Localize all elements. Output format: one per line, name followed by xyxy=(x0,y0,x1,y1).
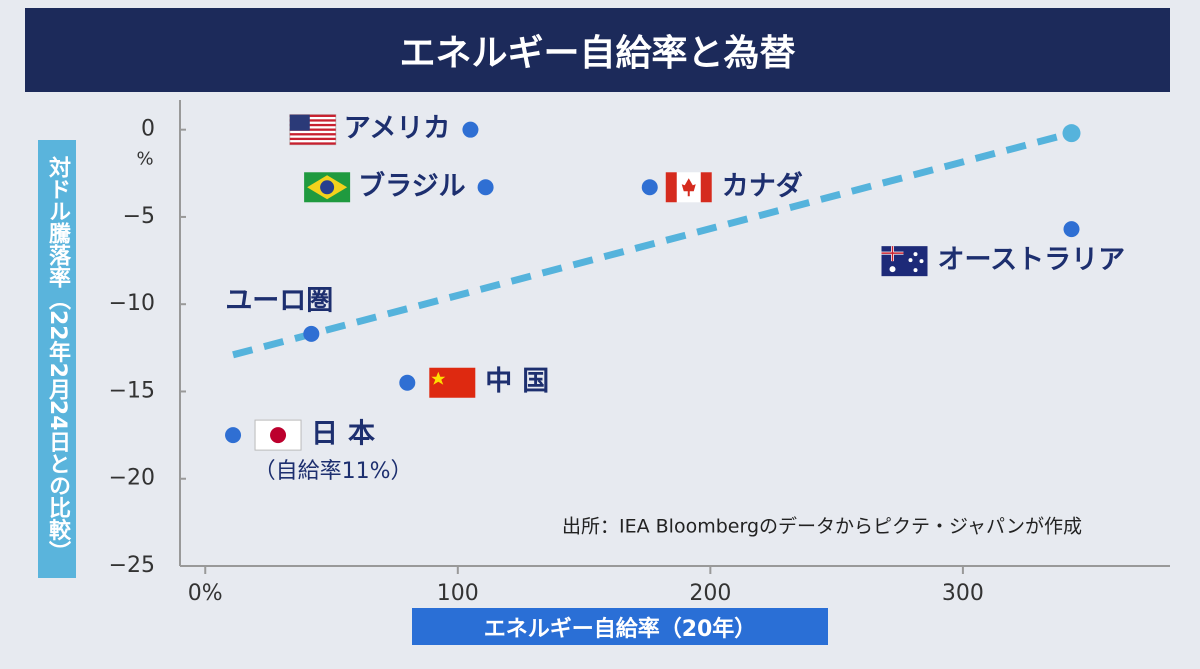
scatter-point xyxy=(1063,221,1080,238)
flag xyxy=(429,367,476,398)
scatter-point xyxy=(225,427,242,444)
chart-title: エネルギー自給率と為替 xyxy=(25,8,1170,92)
point-label: アメリカ xyxy=(344,113,451,144)
y-unit: % xyxy=(136,149,153,170)
flag xyxy=(254,419,302,451)
flag-stripe xyxy=(289,119,336,122)
scatter-point xyxy=(477,179,494,196)
scatter-point xyxy=(641,179,658,196)
point-label: 日本 xyxy=(311,419,385,450)
flag-stripe xyxy=(289,142,336,145)
flag-stripe xyxy=(289,137,336,141)
flag-band xyxy=(665,172,677,203)
x-tick-label: 200 xyxy=(689,581,731,606)
y-axis-label: 対ドル騰落率（22年2月24日との比較） xyxy=(38,140,76,578)
y-tick-label: −10 xyxy=(109,291,155,316)
x-axis-label: エネルギー自給率（20年） xyxy=(412,608,828,645)
x-tick-label: 0% xyxy=(188,581,223,606)
point-label: 中国 xyxy=(485,366,559,397)
flag-band xyxy=(700,172,712,203)
flag xyxy=(665,172,712,203)
trend-end xyxy=(1062,124,1081,143)
flag-stripe xyxy=(289,128,336,131)
x-tick-label: 100 xyxy=(437,581,479,606)
flag-sun xyxy=(270,427,287,444)
scatter-point xyxy=(399,374,416,391)
flag-star xyxy=(913,268,918,273)
flag-circle xyxy=(320,180,335,195)
flag-stripe xyxy=(289,114,336,117)
y-tick-label: −5 xyxy=(123,204,155,229)
point-label: ユーロ圏 xyxy=(225,285,333,316)
flag-bg xyxy=(429,367,476,398)
y-tick-label: −15 xyxy=(109,378,155,403)
flag-star xyxy=(889,266,896,273)
trend-line xyxy=(232,129,1073,359)
y-tick-label: −25 xyxy=(109,553,155,578)
flag xyxy=(304,172,351,203)
flag-stripe xyxy=(289,123,336,127)
point-label: カナダ xyxy=(722,170,803,202)
flag xyxy=(881,246,928,277)
flag-canton xyxy=(289,114,310,131)
flag-star xyxy=(908,258,913,263)
point-note: （自給率11%） xyxy=(254,459,413,484)
flag-star xyxy=(919,259,924,264)
scatter-point xyxy=(303,325,320,342)
scatter-point xyxy=(462,121,479,138)
flag-stripe xyxy=(289,133,336,136)
y-tick-label: 0 xyxy=(141,117,155,142)
flag-star xyxy=(913,252,918,257)
point-label: オーストラリア xyxy=(938,245,1126,276)
x-tick-label: 300 xyxy=(942,581,984,606)
flag-leaf xyxy=(681,178,696,197)
flag xyxy=(289,114,337,146)
flag-star xyxy=(431,371,446,385)
source-note: 出所：IEA Bloombergのデータからピクテ・ジャパンが作成 xyxy=(562,516,1082,538)
y-tick-label: −20 xyxy=(109,466,155,491)
point-label: ブラジル xyxy=(358,170,465,202)
